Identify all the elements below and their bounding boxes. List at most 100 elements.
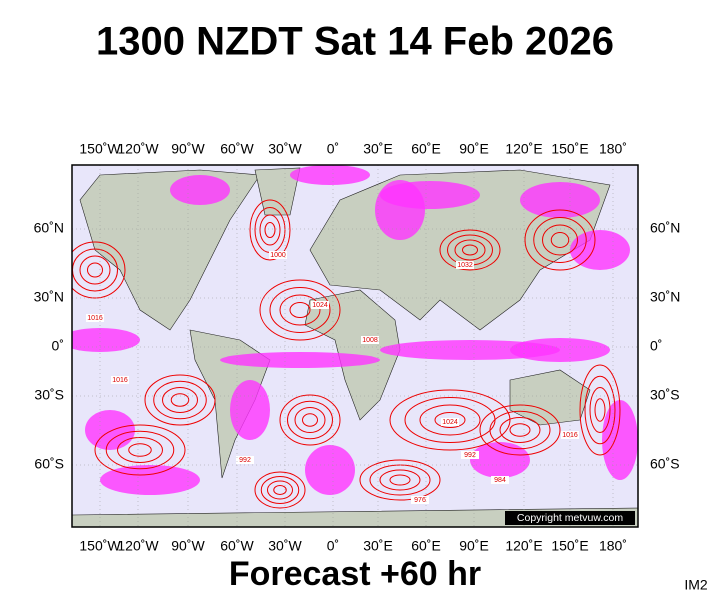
isobar [128,443,152,457]
isobar [260,476,300,504]
isobar [524,209,596,271]
isobar-label-bg [491,476,509,484]
isobar [269,287,331,333]
latitude-label-left: 60˚S [34,456,64,472]
isobar [117,437,163,463]
forecast-label: Forecast +60 hr [229,555,481,593]
isobar [289,302,311,318]
precipitation [85,410,135,450]
isobar [105,430,175,470]
latitude-label-right: 0˚ [650,338,662,354]
precipitation [290,165,370,185]
latitude-label-right: 60˚S [650,456,680,472]
isobar-label-bg [456,261,474,269]
longitude-label-bottom: 30˚W [268,538,302,554]
isobar-label: 992 [464,452,476,459]
isobar-label: 1016 [562,432,578,439]
title: 1300 NZDT Sat 14 Feb 2026 [96,20,614,64]
isobar [462,244,478,256]
longitude-label-top: 0˚ [327,141,339,157]
graticule [72,165,638,527]
latitude-label-right: 60˚N [650,220,680,236]
isobar [267,480,293,500]
isobar-label-bg [361,336,379,344]
isobar-label: 976 [414,497,426,504]
map-frame [71,164,639,528]
latitude-label-left: 30˚S [34,387,64,403]
longitude-label-top: 120˚W [117,141,159,157]
image-code: IM2 [684,577,708,593]
isobar-label-bg [561,431,579,439]
isobar [153,380,207,420]
isobar [302,413,318,427]
isobar-label-bg [441,418,459,426]
isobar [439,229,501,271]
latitude-label-right: 30˚N [650,289,680,305]
antarctica [72,507,638,527]
isobar-label-bg [461,451,479,459]
longitude-label-top: 150˚E [551,141,588,157]
latitude-label-left: 60˚N [34,220,64,236]
precipitation [602,400,638,480]
longitude-label-bottom: 150˚W [79,538,121,554]
south-america [189,329,271,479]
copyright: Copyright metvuw.com [517,512,623,524]
isobar [87,262,103,278]
precipitation [375,180,425,240]
isobar [259,279,341,341]
longitude-label-top: 90˚W [171,141,205,157]
precipitation [470,442,530,478]
longitude-label-top: 180˚ [599,141,627,157]
precipitation [570,230,630,270]
isobar [259,214,281,246]
isobar [579,364,621,456]
latitude-label-left: 30˚N [34,289,64,305]
isobar [589,387,611,433]
isobar-label-bg [86,314,104,322]
isobar-label: 992 [239,457,251,464]
isobar-label: 1032 [457,262,473,269]
isobar [499,417,541,443]
longitude-label-top: 30˚W [268,141,302,157]
isobar [359,459,441,501]
isobar [162,387,198,413]
isobar [594,398,606,422]
precipitation [100,465,200,495]
map: 1016 1024 1000 992 1032 1008 984 976 1016 1024 992… [72,165,638,527]
isobar [264,222,276,238]
precipitation [170,175,230,205]
longitude-label-bottom: 60˚E [411,538,441,554]
isobar [294,407,326,433]
latitude-label-right: 30˚S [650,387,680,403]
longitude-label-bottom: 30˚E [363,538,393,554]
longitude-label-bottom: 150˚E [551,538,588,554]
longitude-label-bottom: 120˚E [505,538,542,554]
precipitation [510,338,610,362]
precipitation [220,352,380,368]
isobar-label: 984 [494,477,506,484]
longitude-label-bottom: 120˚W [117,538,159,554]
isobar [287,400,333,440]
greenland [254,167,301,216]
isobar [550,232,570,248]
isobar [94,424,186,476]
copyright-box [505,511,635,525]
isobar [273,485,287,495]
longitude-label-top: 90˚E [459,141,489,157]
isobar-label: 1008 [362,337,378,344]
isobar [389,474,411,486]
isobar [279,294,321,326]
isobar [72,241,126,299]
isobar [479,404,561,456]
isobar-label: 1016 [87,315,103,322]
longitude-label-bottom: 180˚ [599,538,627,554]
isobar [489,410,551,450]
isobar-label-bg [311,301,329,309]
longitude-label-bottom: 0˚ [327,538,339,554]
longitude-label-top: 60˚W [220,141,254,157]
isobar [434,412,466,428]
isobar [419,404,481,436]
isobar-label: 1000 [270,252,286,259]
isobar [454,239,486,261]
